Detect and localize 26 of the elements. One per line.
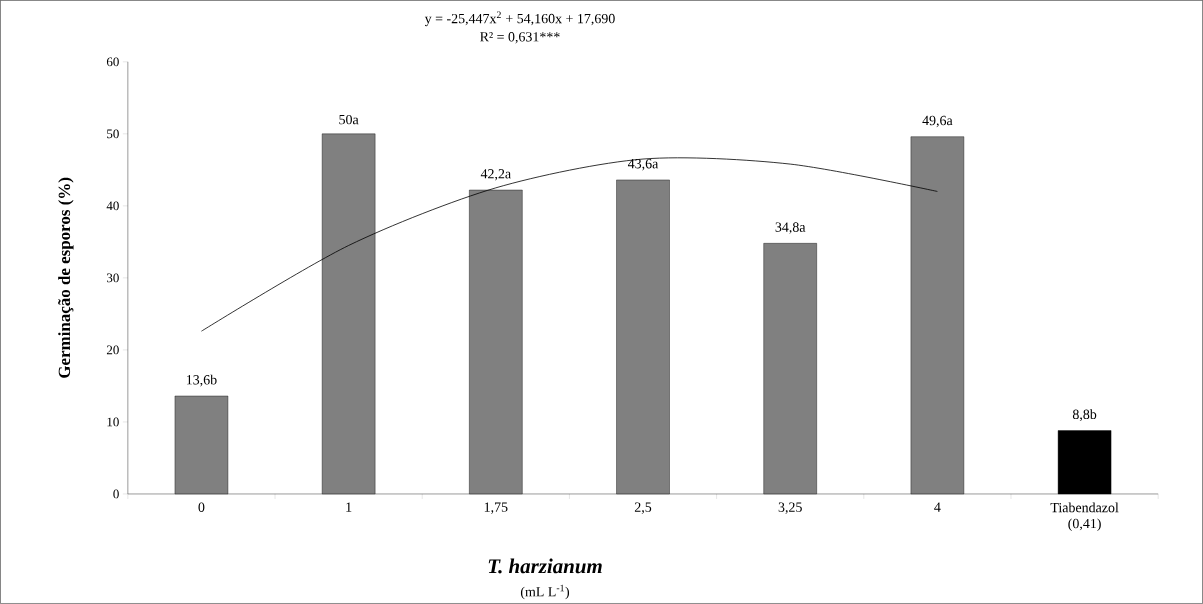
- data-label: 8,8b: [1072, 409, 1097, 422]
- y-tick-label: 10: [107, 417, 119, 427]
- x-axis-title: T. harzianum: [488, 558, 602, 574]
- y-tick-label: 60: [106, 57, 119, 67]
- x-tick-label: 3,25: [778, 502, 802, 514]
- data-label: 42,2a: [480, 169, 511, 181]
- y-tick-label: 0: [113, 489, 119, 499]
- text: y = -25,447x$^{2}$ + 54,160x + 17,690: [424, 11, 615, 27]
- x-tick-label: Tiabendazol (0,41): [1050, 502, 1119, 532]
- text: (mL L$^{-1}$): [520, 584, 570, 600]
- y-tick-label: 40: [106, 201, 119, 211]
- data-label: 13,6b: [186, 374, 217, 387]
- y-tick-label: 20: [106, 345, 119, 355]
- data-label: 49,6a: [922, 115, 953, 128]
- text: R² = 0,631***: [480, 32, 560, 44]
- data-label: 50a: [339, 114, 359, 125]
- data-label: 43,6a: [627, 159, 659, 171]
- x-tick-label: 4: [934, 502, 941, 512]
- data-label: 34,8a: [775, 222, 806, 234]
- y-tick-label: 30: [106, 273, 119, 283]
- y-tick-label: 50: [107, 129, 119, 139]
- x-tick-label: 1: [346, 502, 352, 512]
- x-tick-label: 1,75: [484, 502, 508, 514]
- y-axis-title: Germinação de esporos (%): [58, 177, 74, 378]
- x-tick-label: 0: [198, 502, 205, 512]
- x-tick-label: 2,5: [634, 502, 652, 514]
